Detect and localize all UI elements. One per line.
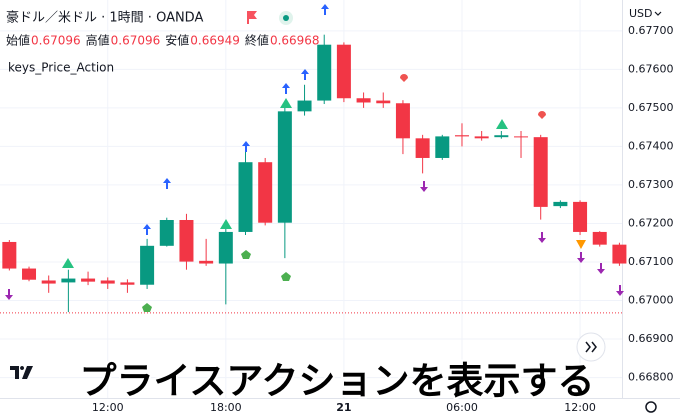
x-tick-label: 06:00 [446, 401, 478, 414]
ohlc-label: 終値 [245, 33, 269, 48]
status-dot [283, 15, 289, 21]
buy-arrow [143, 224, 151, 235]
candle-body [356, 98, 371, 103]
candle-body [514, 136, 529, 138]
candle-body [553, 201, 568, 207]
sell-arrow [597, 263, 605, 274]
bull-triangle [496, 119, 508, 129]
bull-triangle [220, 219, 232, 229]
x-tick-label: 12:00 [92, 401, 124, 414]
buy-arrow [242, 141, 250, 152]
y-tick-label: 0.67600 [628, 62, 674, 75]
candle-body [533, 137, 548, 207]
y-tick-label: 0.66800 [628, 371, 674, 384]
signals [5, 4, 624, 312]
bull-marker [241, 250, 251, 259]
candle-body [258, 162, 273, 223]
candle-body [199, 260, 214, 264]
sell-arrow [616, 285, 624, 296]
bear-marker [538, 111, 546, 119]
candle-body [159, 219, 174, 246]
y-tick-label: 0.66900 [628, 332, 674, 345]
bear-triangle [576, 240, 586, 249]
buy-arrow [163, 178, 171, 189]
currency-caret [654, 11, 662, 16]
grid [0, 0, 680, 399]
candle-body [41, 280, 56, 284]
y-tick-label: 0.67700 [628, 24, 674, 37]
candle-body [317, 44, 332, 101]
candle-body [277, 111, 292, 223]
candle-body [336, 44, 351, 99]
candle-body [81, 278, 96, 282]
candle-body [415, 138, 430, 158]
x-tick-label: 12:00 [564, 401, 596, 414]
candle-body [435, 136, 450, 158]
candle-body [61, 278, 76, 283]
ohlc-label: 安値 [165, 33, 189, 48]
candle-body [22, 268, 37, 280]
y-tick-label: 0.67100 [628, 255, 674, 268]
scroll-button[interactable] [576, 332, 606, 362]
candle-body [238, 162, 253, 232]
bull-triangle [280, 98, 292, 108]
ohlc: 始値 0.67096 高値 0.67096 安値 0.66949 終値 0.66968 [6, 33, 320, 48]
ohlc-value: 0.66949 [190, 34, 240, 48]
ohlc-label: 始値 [6, 33, 30, 48]
candles [0, 34, 627, 314]
ohlc-value: 0.66968 [270, 34, 320, 48]
buy-arrow [321, 4, 329, 15]
buy-arrow [282, 83, 290, 94]
y-tick-label: 0.67200 [628, 216, 674, 229]
candle-body [395, 103, 410, 139]
candle-body [218, 231, 233, 264]
candle-body [474, 136, 489, 139]
bull-marker [142, 303, 152, 312]
indicator-name[interactable]: keys_Price_Action [8, 61, 114, 75]
x-tick-label: 21 [336, 401, 351, 414]
candle-body [100, 280, 115, 284]
banner: プライスアクションを表示する [79, 360, 594, 403]
buy-arrow [301, 69, 309, 80]
candle-body [179, 219, 194, 262]
sell-arrow [577, 252, 585, 263]
tv-logo [10, 366, 33, 379]
candle-body [297, 100, 312, 112]
flag-icon[interactable] [247, 11, 257, 24]
y-tick-label: 0.67500 [628, 101, 674, 114]
candle-body [376, 100, 391, 104]
y-tick-label: 0.67400 [628, 139, 674, 152]
ohlc-value: 0.67096 [31, 34, 81, 48]
ohlc-label: 高値 [86, 33, 110, 48]
sell-arrow [420, 181, 428, 192]
candle-body [573, 201, 588, 232]
candle-body [120, 282, 135, 285]
candle-body [140, 245, 155, 285]
sell-arrow [538, 232, 546, 243]
y-tick-label: 0.67000 [628, 294, 674, 307]
candle-body [494, 135, 509, 138]
candle-body [2, 241, 17, 269]
settings-icon[interactable] [645, 401, 657, 413]
scroll-icon [585, 341, 597, 353]
ohlc-value: 0.67096 [111, 34, 161, 48]
x-tick-label: 18:00 [210, 401, 242, 414]
candle-body [454, 135, 469, 137]
symbol: 豪ドル／米ドル · 1時間 · OANDA [6, 10, 203, 26]
bull-marker [281, 272, 291, 281]
header: 豪ドル／米ドル · 1時間 · OANDA 始値 0.67096 高値 0.67096… [6, 7, 662, 75]
bear-marker [400, 74, 408, 82]
candle-body [592, 231, 607, 245]
sell-arrow [5, 289, 13, 300]
bull-triangle [62, 258, 74, 268]
candle-body [612, 244, 627, 264]
y-tick-label: 0.67300 [628, 178, 674, 191]
logo [10, 366, 33, 379]
currency[interactable]: USD [629, 7, 653, 20]
